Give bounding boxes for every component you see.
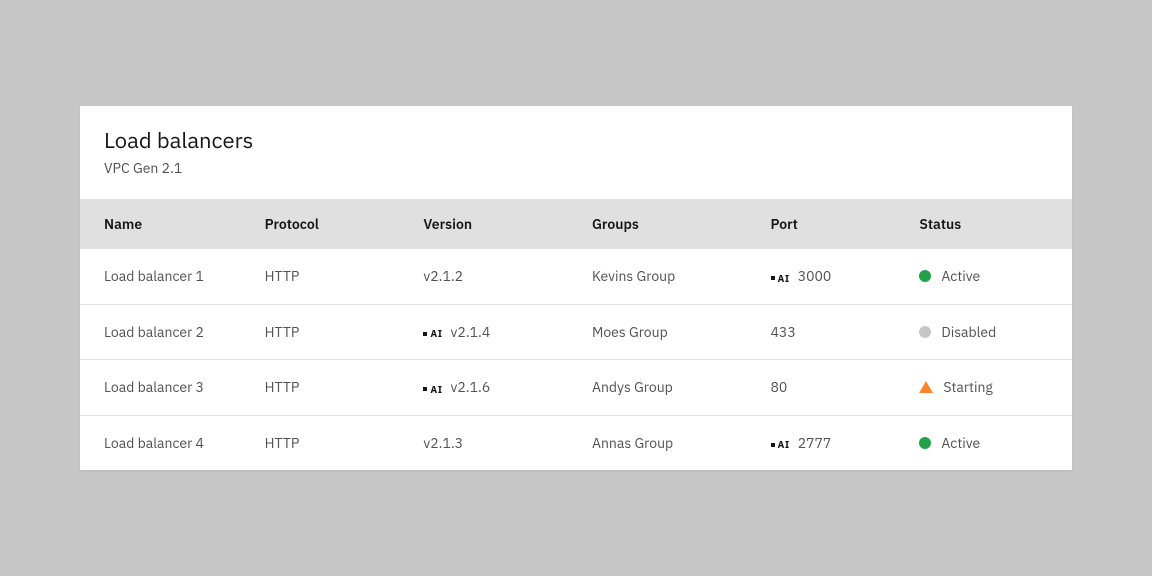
cell-port: 80 bbox=[755, 360, 904, 416]
status-label: Active bbox=[941, 267, 980, 285]
cell-name: Load balancer 1 bbox=[80, 249, 249, 304]
cell-group: Kevins Group bbox=[576, 249, 755, 304]
cell-group: Andys Group bbox=[576, 360, 755, 416]
cell-group: Moes Group bbox=[576, 304, 755, 360]
panel-header: Load balancers VPC Gen 2.1 bbox=[80, 106, 1072, 199]
table-header-row: Name Protocol Version Groups Port Status bbox=[80, 199, 1072, 249]
cell-port: AI2777 bbox=[755, 415, 904, 470]
status-active-icon bbox=[919, 437, 931, 449]
ai-tag-icon: AI bbox=[423, 383, 442, 396]
cell-status: Disabled bbox=[903, 304, 1072, 360]
col-header-protocol[interactable]: Protocol bbox=[249, 199, 408, 249]
cell-status: Active bbox=[903, 249, 1072, 304]
cell-port: AI3000 bbox=[755, 249, 904, 304]
cell-name: Load balancer 4 bbox=[80, 415, 249, 470]
col-header-groups[interactable]: Groups bbox=[576, 199, 755, 249]
cell-version: v2.1.3 bbox=[407, 415, 576, 470]
page-subtitle: VPC Gen 2.1 bbox=[104, 159, 1048, 177]
table-row[interactable]: Load balancer 2HTTPAIv2.1.4Moes Group433… bbox=[80, 304, 1072, 360]
load-balancers-panel: Load balancers VPC Gen 2.1 Name Protocol… bbox=[80, 106, 1072, 470]
cell-port: 433 bbox=[755, 304, 904, 360]
cell-protocol: HTTP bbox=[249, 415, 408, 470]
status-label: Disabled bbox=[941, 323, 996, 341]
status-label: Active bbox=[941, 434, 980, 452]
cell-version: AIv2.1.6 bbox=[407, 360, 576, 416]
cell-protocol: HTTP bbox=[249, 249, 408, 304]
status-disabled-icon bbox=[919, 326, 931, 338]
page-title: Load balancers bbox=[104, 126, 1048, 155]
cell-status: Starting bbox=[903, 360, 1072, 416]
ai-tag-icon: AI bbox=[423, 327, 442, 340]
cell-group: Annas Group bbox=[576, 415, 755, 470]
cell-version: AIv2.1.4 bbox=[407, 304, 576, 360]
cell-version: v2.1.2 bbox=[407, 249, 576, 304]
cell-name: Load balancer 3 bbox=[80, 360, 249, 416]
cell-name: Load balancer 2 bbox=[80, 304, 249, 360]
cell-protocol: HTTP bbox=[249, 360, 408, 416]
load-balancers-table: Name Protocol Version Groups Port Status… bbox=[80, 199, 1072, 470]
ai-tag-icon: AI bbox=[771, 438, 790, 451]
ai-tag-icon: AI bbox=[771, 272, 790, 285]
cell-status: Active bbox=[903, 415, 1072, 470]
status-active-icon bbox=[919, 270, 931, 282]
col-header-version[interactable]: Version bbox=[407, 199, 576, 249]
col-header-name[interactable]: Name bbox=[80, 199, 249, 249]
col-header-port[interactable]: Port bbox=[755, 199, 904, 249]
table-row[interactable]: Load balancer 3HTTPAIv2.1.6Andys Group80… bbox=[80, 360, 1072, 416]
status-label: Starting bbox=[943, 378, 992, 396]
col-header-status[interactable]: Status bbox=[903, 199, 1072, 249]
table-row[interactable]: Load balancer 4HTTPv2.1.3Annas GroupAI27… bbox=[80, 415, 1072, 470]
cell-protocol: HTTP bbox=[249, 304, 408, 360]
table-row[interactable]: Load balancer 1HTTPv2.1.2Kevins GroupAI3… bbox=[80, 249, 1072, 304]
status-starting-icon bbox=[919, 381, 933, 393]
